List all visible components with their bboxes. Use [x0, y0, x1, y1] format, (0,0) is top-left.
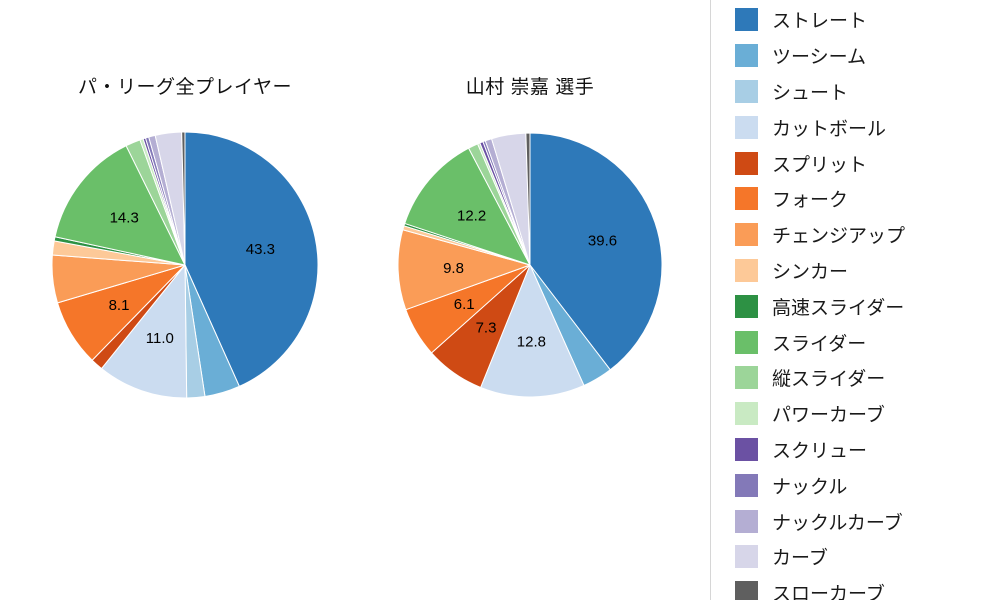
legend-item[interactable]: ツーシーム — [735, 38, 1000, 74]
legend-label: フォーク — [772, 190, 849, 212]
pie-slice[interactable] — [525, 132, 531, 266]
slice-value-label: 8.1 — [109, 297, 130, 314]
pie-slice[interactable] — [397, 229, 531, 311]
legend-item[interactable]: チェンジアップ — [735, 217, 1000, 253]
legend-item[interactable]: 縦スライダー — [735, 360, 1000, 396]
legend-swatch — [735, 581, 758, 600]
pie-charts-canvas: 43.3 11.0 8.1 14.3 39.6 12.8 7.36.1 9.8 12.2 — [51, 131, 663, 399]
legend-item[interactable]: シュート — [735, 74, 1000, 110]
legend-label: ナックルカーブ — [772, 512, 903, 534]
legend-label: ナックル — [772, 476, 848, 498]
legend-label: カットボール — [772, 118, 887, 140]
slice-value-label: 9.8 — [443, 260, 464, 277]
legend-label: スプリット — [772, 154, 868, 176]
legend-item[interactable]: ナックルカーブ — [735, 503, 1000, 539]
legend-label: パワーカーブ — [772, 405, 885, 427]
left-pie-title: パ・リーグ全プレイヤー — [78, 77, 292, 98]
legend-item[interactable]: ナックル — [735, 467, 1000, 503]
legend-swatch — [735, 473, 758, 497]
legend-label: カーブ — [772, 548, 828, 570]
legend-label: スライダー — [772, 333, 867, 355]
legend-label: シンカー — [772, 261, 849, 283]
pie-slice[interactable] — [529, 132, 663, 371]
slice-value-label: 14.3 — [110, 210, 139, 227]
legend-item[interactable]: フォーク — [735, 181, 1000, 217]
legend-item[interactable]: シンカー — [735, 253, 1000, 289]
legend-item[interactable]: スクリュー — [735, 432, 1000, 468]
pie-slice[interactable] — [404, 147, 531, 266]
legend-item[interactable]: パワーカーブ — [735, 396, 1000, 432]
legend-swatch — [735, 151, 758, 175]
legend-swatch — [735, 330, 758, 354]
legend-item[interactable]: カットボール — [735, 109, 1000, 145]
legend-swatch — [735, 437, 758, 461]
slice-value-label: 7.3 — [476, 320, 497, 337]
legend-label: ストレート — [772, 11, 868, 33]
legend-item[interactable]: カーブ — [735, 539, 1000, 575]
legend-item[interactable]: スローカーブ — [735, 575, 1000, 600]
legend-swatch — [735, 79, 758, 103]
slice-value-label: 39.6 — [588, 232, 617, 249]
slice-value-label: 43.3 — [246, 241, 275, 258]
legend-label: 高速スライダー — [772, 297, 905, 319]
legend-label: 縦スライダー — [772, 369, 886, 391]
legend-label: スクリュー — [772, 440, 868, 462]
legend-label: ツーシーム — [772, 47, 867, 69]
legend-swatch — [735, 223, 758, 247]
pie-slice[interactable] — [54, 145, 186, 266]
pie-slice[interactable] — [101, 264, 188, 399]
pie-slice[interactable] — [480, 264, 585, 398]
slice-value-label: 11.0 — [146, 330, 174, 347]
legend-swatch — [735, 366, 758, 390]
legend-item[interactable]: スライダー — [735, 324, 1000, 360]
right-pie-title: 山村 崇嘉 選手 — [465, 77, 595, 98]
legend-swatch — [735, 115, 758, 139]
legend-swatch — [735, 8, 758, 32]
legend-swatch — [735, 545, 758, 569]
legend-swatch — [735, 509, 758, 533]
legend-item[interactable]: 高速スライダー — [735, 288, 1000, 324]
legend-swatch — [735, 44, 758, 68]
legend-swatch — [735, 402, 758, 426]
slice-value-label: 12.2 — [457, 208, 486, 225]
pie-slice[interactable] — [181, 131, 186, 266]
legend-label: スローカーブ — [772, 584, 885, 600]
pitch-type-legend: ストレートツーシームシュートカットボール スプリットフォークチェンジアップ シンカー… — [710, 0, 1000, 600]
legend-swatch — [735, 187, 758, 211]
legend-item[interactable]: ストレート — [735, 2, 1000, 38]
legend-item[interactable]: スプリット — [735, 145, 1000, 181]
slice-value-label: 6.1 — [454, 296, 475, 313]
legend-swatch — [735, 258, 758, 282]
legend-label: チェンジアップ — [772, 226, 906, 248]
legend-swatch — [735, 294, 758, 318]
slice-value-label: 12.8 — [517, 334, 546, 351]
pie-slice[interactable] — [184, 131, 319, 387]
legend-label: シュート — [772, 82, 849, 104]
